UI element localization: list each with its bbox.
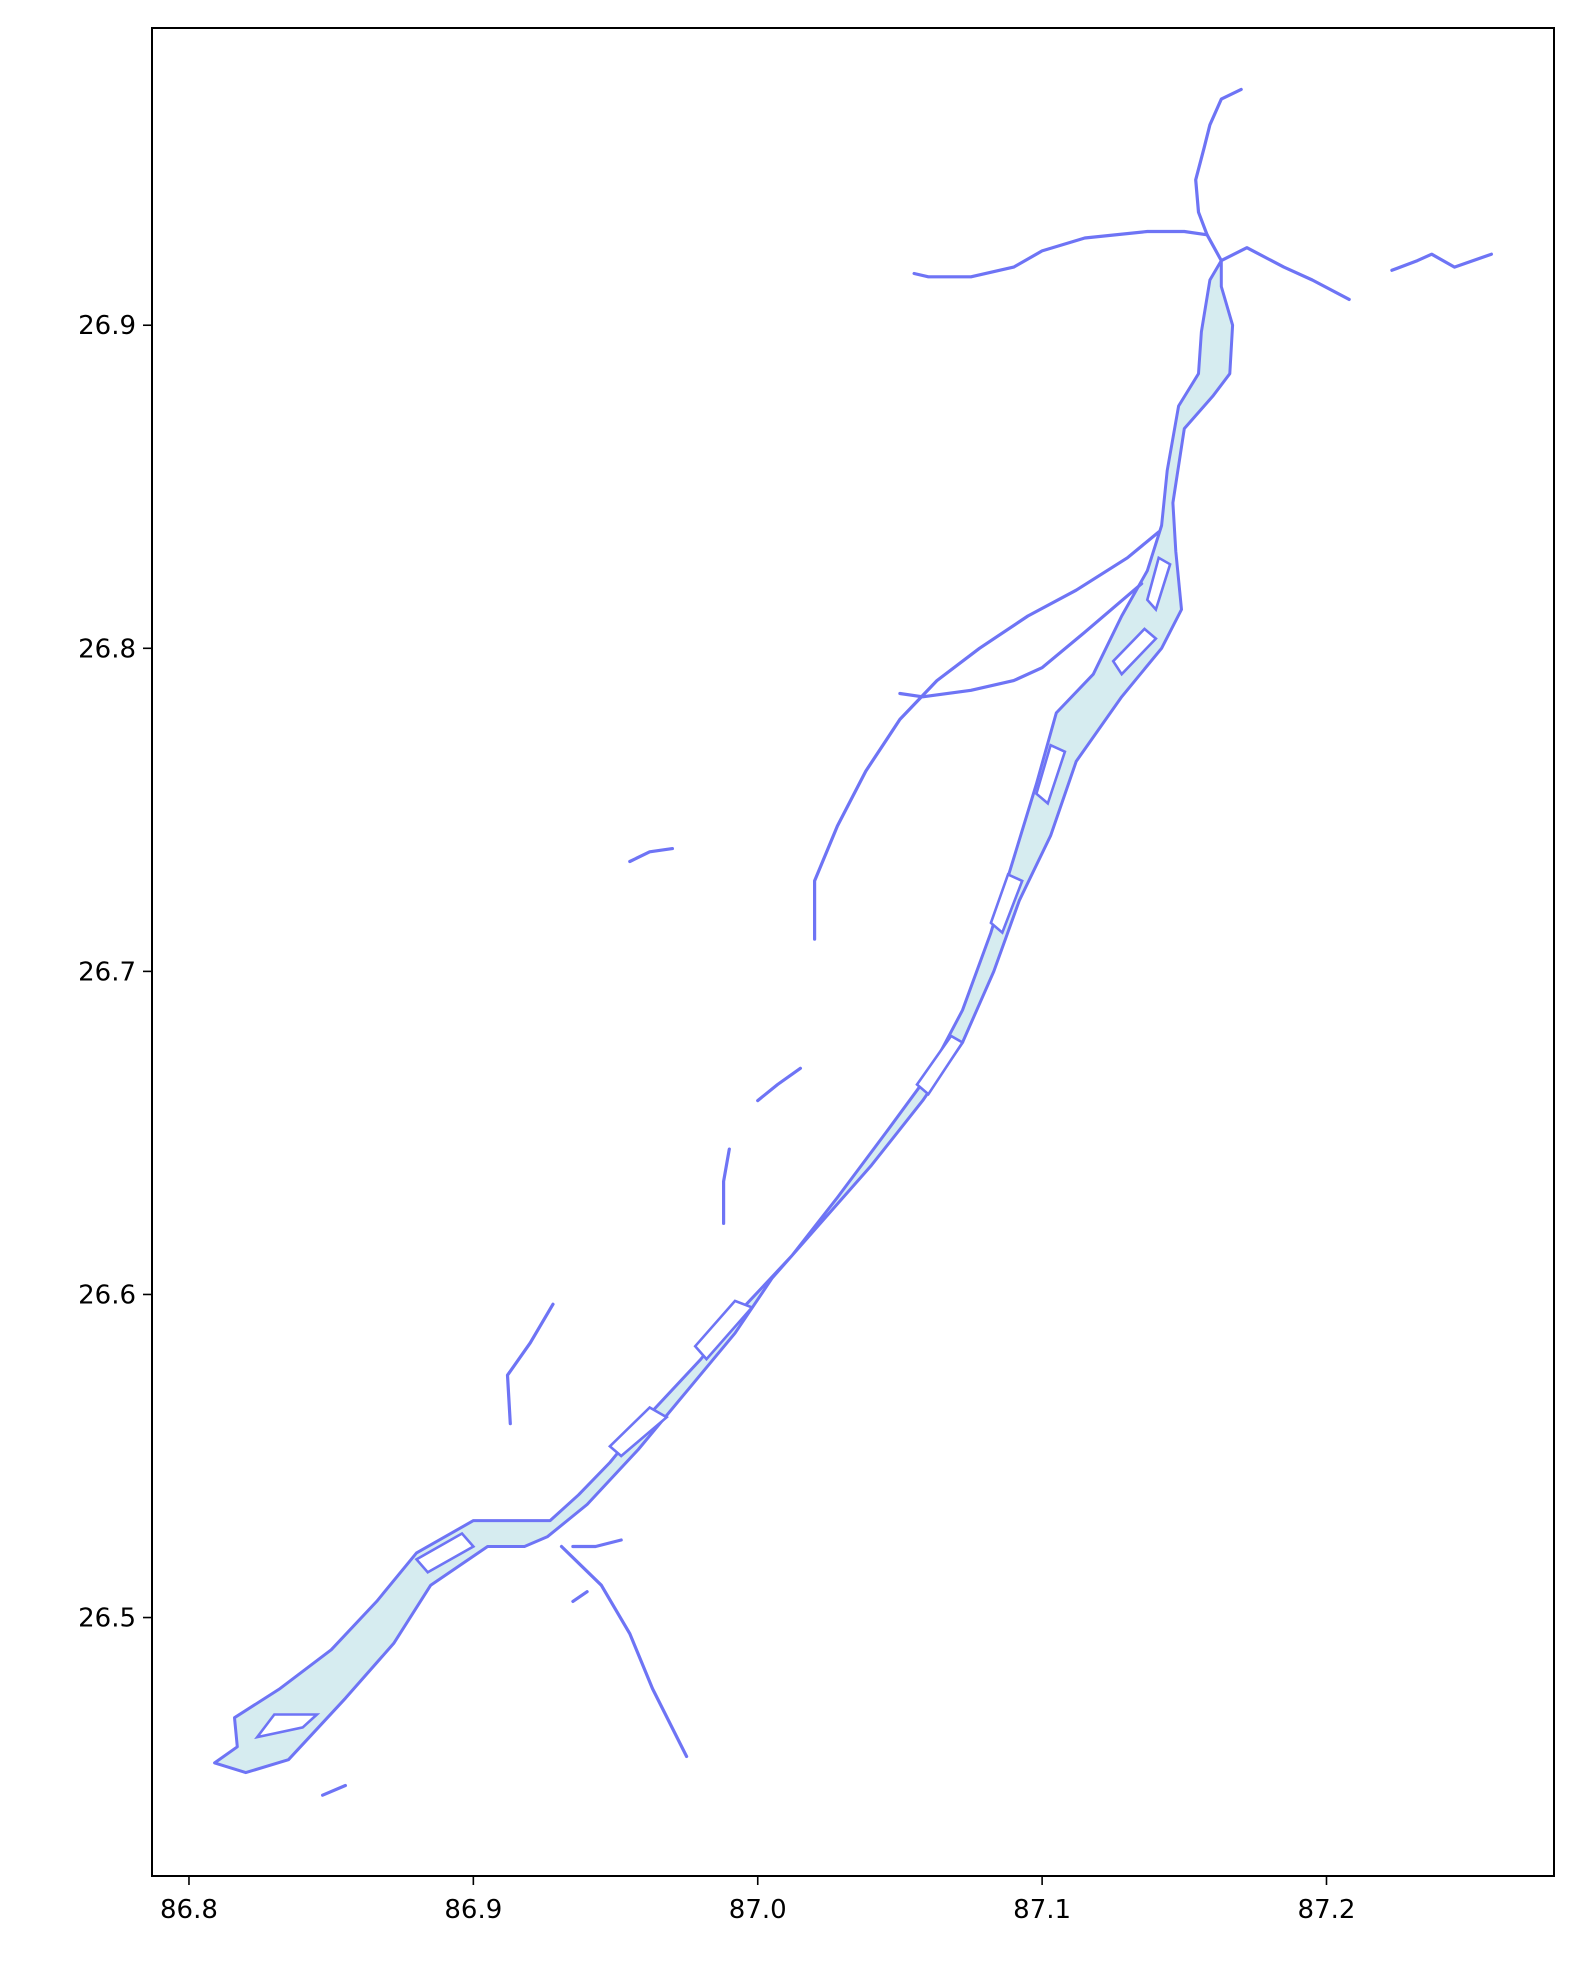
river-channel-8 — [724, 1149, 730, 1223]
river-channel-3 — [1392, 254, 1492, 270]
river-channel-0 — [914, 232, 1221, 277]
river-channel-10 — [562, 1547, 687, 1757]
main-river-channel — [215, 261, 1233, 1773]
river-channel-6 — [630, 849, 673, 862]
y-axis: 26.5 26.6 26.7 26.8 26.9 — [78, 311, 152, 1633]
river-channel-4 — [815, 532, 1159, 939]
y-tick-label: 26.6 — [78, 1280, 136, 1310]
river-channel-2 — [1196, 89, 1242, 234]
x-tick-label: 87.2 — [1298, 1895, 1356, 1925]
x-tick-label: 87.0 — [729, 1895, 787, 1925]
river-channel-9 — [508, 1304, 554, 1424]
y-tick-label: 26.7 — [78, 957, 136, 987]
y-tick-label: 26.5 — [78, 1604, 136, 1634]
axes-frame — [152, 28, 1554, 1876]
x-tick-label: 86.8 — [160, 1895, 218, 1925]
river-channel-1 — [1221, 248, 1349, 300]
x-axis: 86.8 86.9 87.0 87.1 87.2 — [160, 1876, 1355, 1925]
x-tick-label: 87.1 — [1013, 1895, 1071, 1925]
river-geometry — [215, 89, 1492, 1795]
river-channel-7 — [758, 1068, 801, 1100]
x-tick-label: 86.9 — [444, 1895, 502, 1925]
river-island-3 — [695, 1301, 752, 1359]
river-channel-12 — [323, 1786, 346, 1796]
y-tick-label: 26.9 — [78, 311, 136, 341]
y-tick-label: 26.8 — [78, 634, 136, 664]
river-channel-13 — [573, 1592, 587, 1602]
river-channel-11 — [573, 1540, 621, 1547]
river-island-4 — [917, 1036, 963, 1094]
